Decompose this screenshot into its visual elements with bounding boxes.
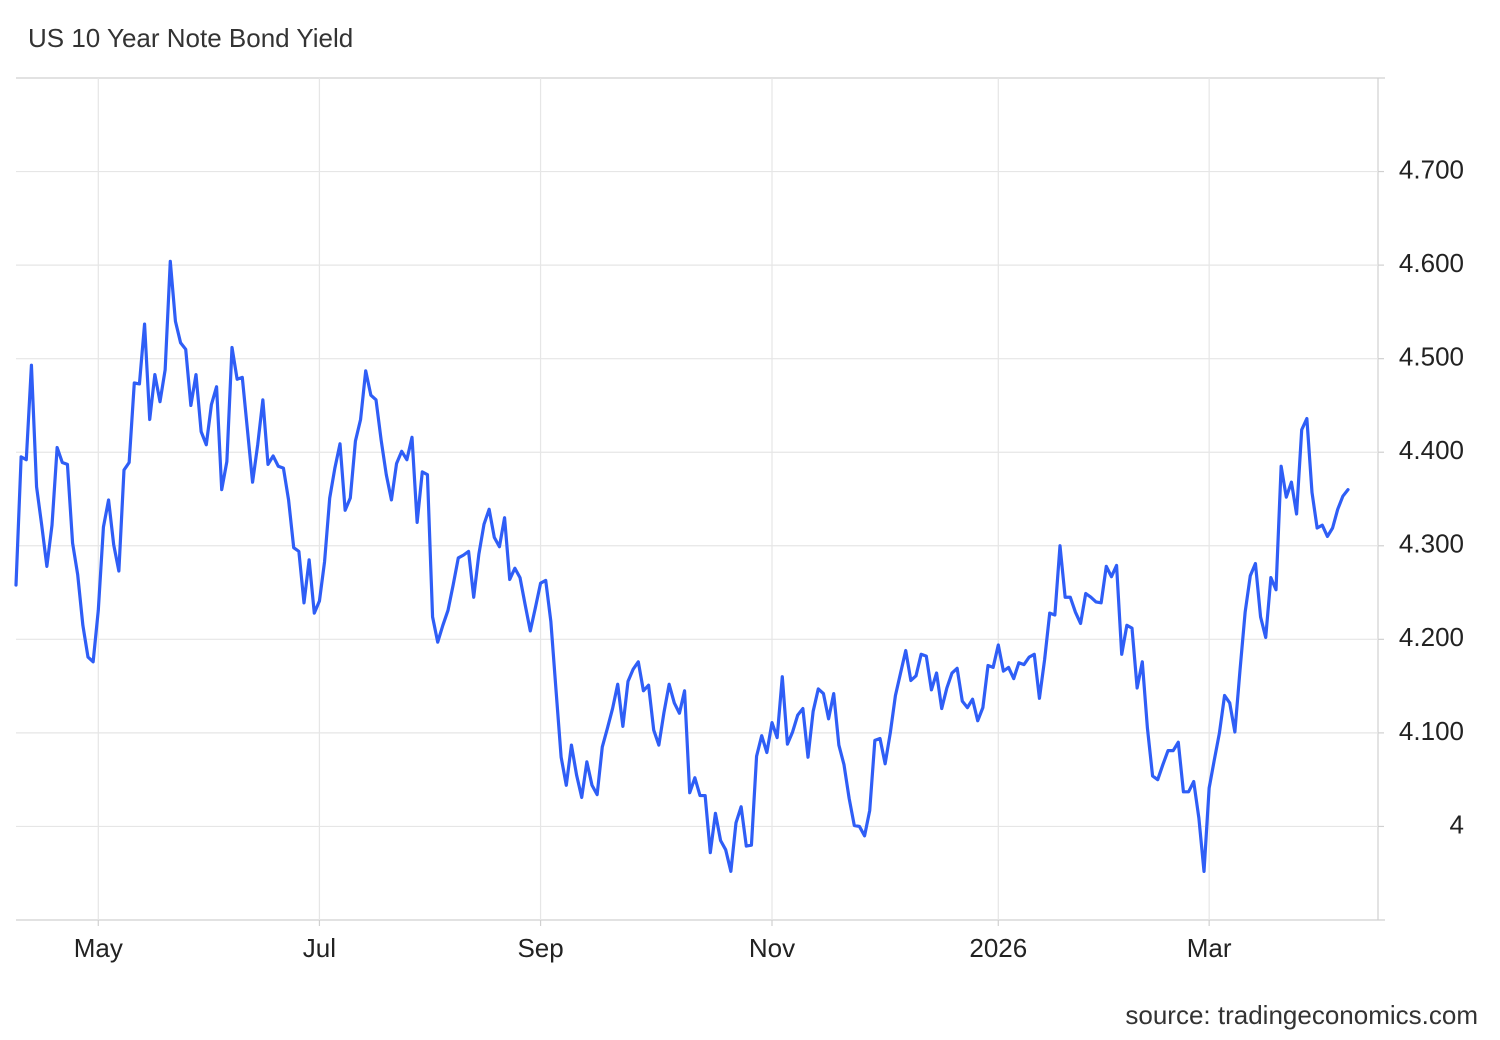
x-tick-label: May	[74, 933, 123, 963]
chart-title: US 10 Year Note Bond Yield	[28, 23, 353, 53]
line-series	[14, 259, 1350, 873]
source-note: source: tradingeconomics.com	[1125, 1000, 1478, 1030]
y-tick-label: 4.500	[1399, 342, 1464, 372]
y-tick-label: 4	[1450, 809, 1464, 839]
y-tick-label: 4.600	[1399, 248, 1464, 278]
x-tick-label: Nov	[749, 933, 795, 963]
y-tick-label: 4.100	[1399, 716, 1464, 746]
x-tick-label: 2026	[969, 933, 1027, 963]
x-tick-label: Sep	[517, 933, 563, 963]
y-tick-label: 4.700	[1399, 154, 1464, 184]
y-tick-label: 4.400	[1399, 435, 1464, 465]
x-tick-label: Jul	[303, 933, 336, 963]
x-tick-label: Mar	[1187, 933, 1232, 963]
y-tick-label: 4.300	[1399, 529, 1464, 559]
y-tick-label: 4.200	[1399, 622, 1464, 652]
